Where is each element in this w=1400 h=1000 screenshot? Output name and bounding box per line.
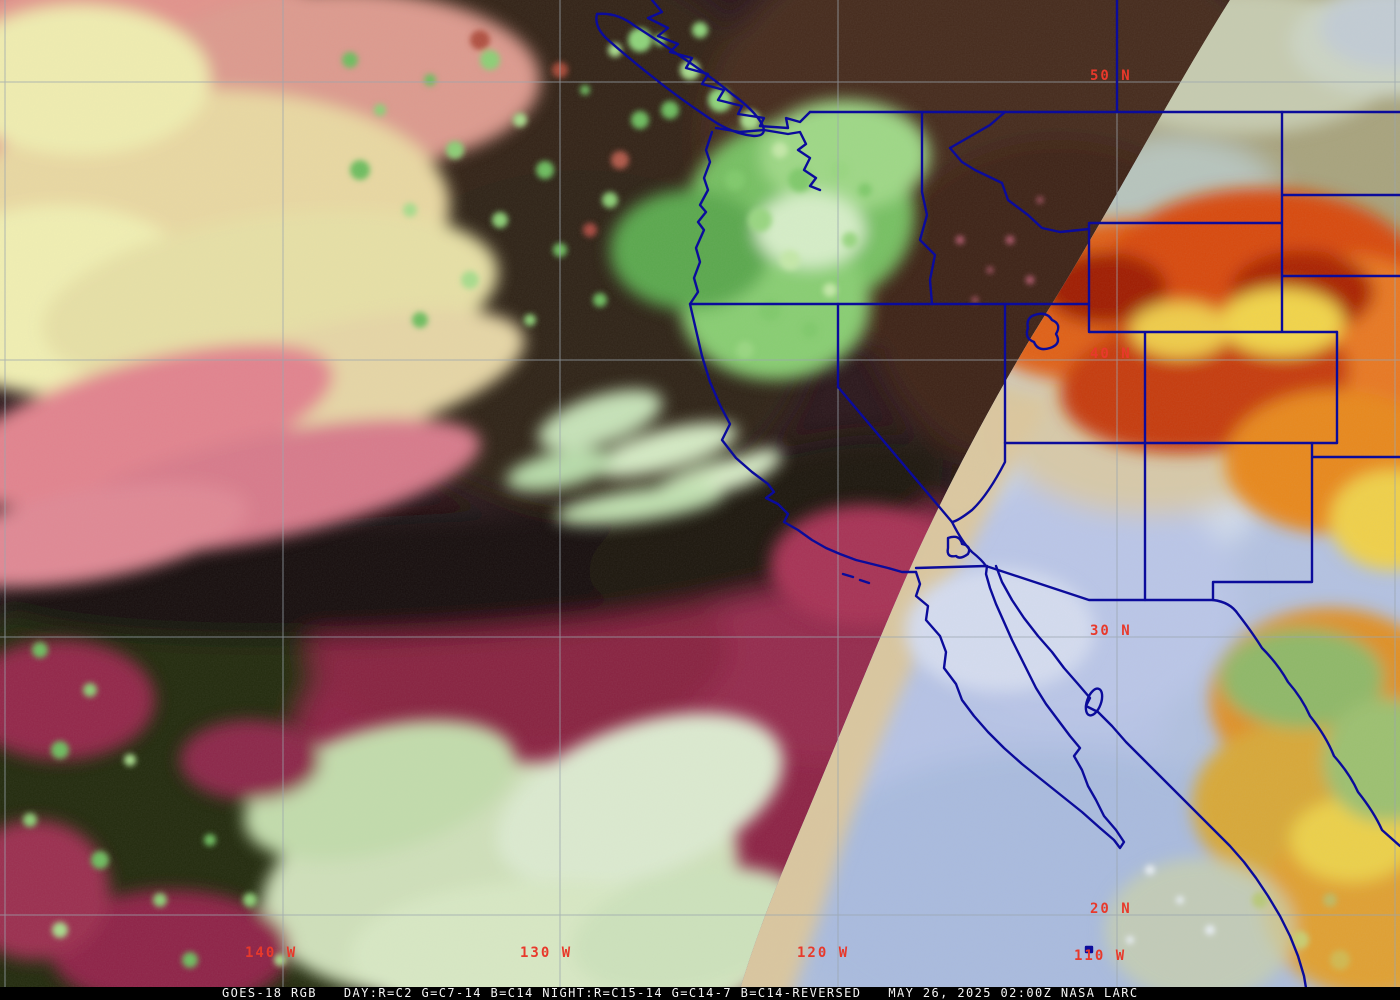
footer-timestamp: MAY 26, 2025 02:00Z NASA LARC [888, 986, 1139, 1000]
border-us-mexico [914, 564, 1215, 602]
lat-label-30n: 30 N [1090, 623, 1132, 639]
border-colorado-river [950, 441, 1007, 568]
great-salt-lake [1025, 312, 1060, 351]
footer-rgb-recipe: DAY:R=C2 G=C7-14 B=C14 NIGHT:R=C15-14 G=… [343, 986, 862, 1000]
lat-label-20n: 20 N [1090, 901, 1132, 917]
lat-label-50n: 50 N [1090, 68, 1132, 84]
footer-annotation-bar: GOES-18 RGB DAY:R=C2 G=C7-14 B=C14 NIGHT… [0, 987, 1400, 1000]
isla-tiburon [1084, 687, 1104, 717]
lon-label-120w: 120 W [797, 945, 850, 961]
islas-marias [1084, 945, 1094, 954]
lon-label-140w: 140 W [245, 945, 298, 961]
lon-label-110w: 110 W [1074, 948, 1127, 964]
footer-satellite-product: GOES-18 RGB [222, 986, 317, 1000]
border-ca-nv [836, 302, 954, 524]
coast-puget-sound [714, 126, 822, 192]
coast-vancouver-island [595, 12, 765, 138]
border-rio-grande [1211, 598, 1400, 848]
border-idaho-west [918, 110, 937, 306]
salton-sea [946, 535, 971, 559]
border-idaho-montana [948, 110, 1091, 234]
border-dakotas-texas [1211, 193, 1400, 602]
coast-mainland-mexico [994, 564, 1310, 1000]
coast-british-columbia [646, 0, 812, 130]
coast-baja-california [914, 564, 1126, 850]
map-boundaries [595, 0, 1400, 1000]
coast-pacific [688, 130, 918, 574]
channel-islands [841, 572, 871, 585]
lon-label-130w: 130 W [520, 945, 573, 961]
lat-label-40n: 40 N [1090, 346, 1132, 362]
border-wyoming-montana [1087, 110, 1339, 334]
